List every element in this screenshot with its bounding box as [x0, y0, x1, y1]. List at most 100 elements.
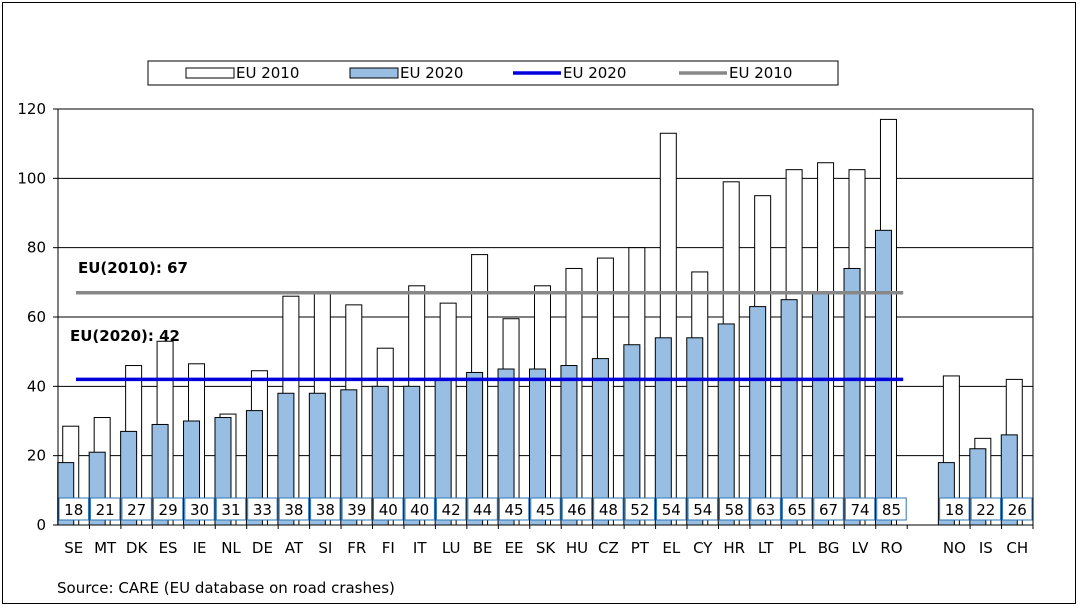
value-box-FR: [341, 497, 373, 521]
value-label-AT: 38: [284, 501, 303, 519]
category-label-LU: LU: [442, 539, 461, 557]
value-box-IS: [970, 497, 1002, 521]
value-box-CZ: [593, 497, 624, 521]
value-box-HU: [561, 497, 593, 521]
value-box-IT: [404, 497, 435, 521]
category-label-SI: SI: [318, 539, 332, 557]
value-label-LV: 74: [850, 501, 869, 519]
value-label-CY: 54: [693, 501, 712, 519]
value-box-DE: [247, 497, 278, 521]
value-box-NO: [939, 497, 970, 521]
value-label-MT: 21: [96, 501, 115, 519]
value-label-SI: 38: [316, 501, 335, 519]
value-label-DK: 27: [127, 501, 146, 519]
value-box-CH: [1002, 497, 1033, 521]
value-label-DE: 33: [253, 501, 272, 519]
value-box-CY: [687, 497, 718, 521]
category-label-MT: MT: [94, 539, 117, 557]
value-box-LV: [844, 497, 876, 521]
value-box-PL: [781, 497, 813, 521]
value-label-FI: 40: [379, 501, 398, 519]
category-label-IE: IE: [193, 539, 207, 557]
value-label-PT: 52: [630, 501, 649, 519]
category-label-PT: PT: [631, 539, 650, 557]
value-label-LT: 63: [756, 501, 775, 519]
category-label-HR: HR: [723, 539, 745, 557]
category-label-CY: CY: [693, 539, 713, 557]
category-label-BG: BG: [818, 539, 840, 557]
category-label-AT: AT: [285, 539, 304, 557]
value-box-PT: [624, 497, 656, 521]
bar-2020-BG: [812, 292, 830, 526]
category-label-BE: BE: [473, 539, 493, 557]
ytick-label-80: 80: [27, 239, 46, 257]
value-label-HR: 58: [725, 501, 744, 519]
value-label-SK: 45: [536, 501, 555, 519]
value-label-CH: 26: [1008, 501, 1027, 519]
legend-label-3: EU 2010: [729, 64, 792, 82]
value-label-FR: 39: [347, 501, 366, 519]
value-box-DK: [121, 497, 152, 521]
value-box-IE: [184, 497, 215, 521]
value-box-RO: [876, 497, 907, 521]
value-label-SE: 18: [64, 501, 83, 519]
category-label-RO: RO: [880, 539, 902, 557]
bar-2020-LV: [843, 267, 861, 526]
value-box-ES: [152, 497, 184, 521]
value-label-HU: 46: [567, 501, 586, 519]
bar-2020-CY: [686, 337, 704, 526]
value-box-SE: [58, 497, 89, 521]
value-label-LU: 42: [442, 501, 461, 519]
category-label-FI: FI: [382, 539, 395, 557]
value-box-FI: [373, 497, 404, 521]
legend-swatch-0: [185, 67, 235, 79]
category-label-PL: PL: [788, 539, 806, 557]
bar-2020-EL: [654, 337, 672, 526]
value-label-IT: 40: [410, 501, 429, 519]
value-box-EL: [656, 497, 687, 521]
value-label-EL: 54: [662, 501, 681, 519]
value-box-BE: [467, 497, 498, 521]
category-label-CZ: CZ: [598, 539, 619, 557]
value-label-ES: 29: [159, 501, 178, 519]
legend-label-1: EU 2020: [400, 64, 463, 82]
value-box-SI: [310, 497, 341, 521]
value-box-LU: [435, 497, 467, 521]
bar-2020-HR: [717, 323, 735, 526]
annotation-eu2020: EU(2020): 42: [70, 327, 180, 345]
ytick-label-20: 20: [27, 447, 46, 465]
value-box-SK: [530, 497, 561, 521]
value-label-CZ: 48: [599, 501, 618, 519]
value-label-RO: 85: [882, 501, 901, 519]
legend-label-2: EU 2020: [563, 64, 626, 82]
ytick-label-100: 100: [17, 169, 46, 187]
ytick-label-40: 40: [27, 377, 46, 395]
value-label-BE: 44: [473, 501, 492, 519]
bar-2020-PL: [780, 299, 798, 526]
category-label-EE: EE: [505, 539, 524, 557]
category-label-LT: LT: [758, 539, 774, 557]
bar-2020-LT: [749, 306, 767, 526]
category-label-EL: EL: [662, 539, 680, 557]
value-box-HR: [718, 497, 750, 521]
ytick-label-0: 0: [36, 516, 46, 534]
category-label-HU: HU: [566, 539, 588, 557]
category-label-IS: IS: [979, 539, 993, 557]
source-note: Source: CARE (EU database on road crashe…: [57, 579, 395, 597]
value-label-IS: 22: [976, 501, 995, 519]
category-label-NL: NL: [221, 539, 241, 557]
value-label-IE: 30: [190, 501, 209, 519]
value-label-BG: 67: [819, 501, 838, 519]
value-box-EE: [498, 497, 530, 521]
bar-chart: 0 20 40 60 80 100 120 SE MT DK ES IE NL DE AT SI FR FI IT L…: [17, 60, 1034, 597]
category-label-NO: NO: [943, 539, 966, 557]
category-label-DK: DK: [126, 539, 149, 557]
value-box-MT: [89, 497, 121, 521]
ytick-label-120: 120: [17, 100, 46, 118]
annotation-eu2010: EU(2010): 67: [78, 259, 188, 277]
category-label-SE: SE: [64, 539, 83, 557]
category-label-FR: FR: [347, 539, 366, 557]
category-label-ES: ES: [159, 539, 178, 557]
legend-swatch-1: [349, 67, 399, 79]
